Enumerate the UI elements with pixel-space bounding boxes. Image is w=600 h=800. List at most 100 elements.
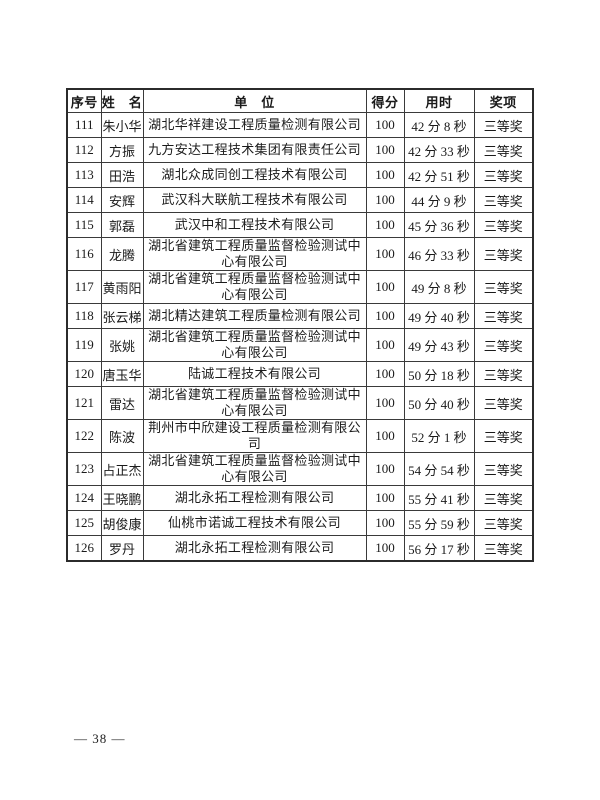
name-cell: 占正杰	[100, 452, 144, 486]
table-row: 117 黄雨阳 湖北省建筑工程质量监督检验测试中心有限公司 100 49 分 8…	[66, 270, 534, 304]
serial-cell: 118	[66, 303, 102, 329]
name-cell: 田浩	[100, 162, 144, 188]
serial-cell: 119	[66, 328, 102, 362]
serial-cell: 116	[66, 237, 102, 271]
score-cell: 100	[365, 137, 405, 163]
name-cell: 张云梯	[100, 303, 144, 329]
unit-cell: 九方安达工程技术集团有限责任公司	[142, 137, 367, 163]
table-row: 125 胡俊康 仙桃市诺诚工程技术有限公司 100 55 分 59 秒 三等奖	[66, 510, 534, 536]
unit-cell: 湖北省建筑工程质量监督检验测试中心有限公司	[142, 386, 367, 420]
unit-cell: 陆诚工程技术有限公司	[142, 361, 367, 387]
serial-cell: 122	[66, 419, 102, 453]
unit-cell: 武汉中和工程技术有限公司	[142, 212, 367, 238]
name-cell: 陈波	[100, 419, 144, 453]
time-cell: 49 分 40 秒	[403, 303, 475, 329]
unit-cell: 湖北精达建筑工程质量检测有限公司	[142, 303, 367, 329]
unit-cell: 湖北省建筑工程质量监督检验测试中心有限公司	[142, 237, 367, 271]
header-unit: 单 位	[142, 88, 367, 113]
table-header: 序号 姓 名 单 位 得分 用时 奖项	[66, 88, 534, 113]
name-cell: 安辉	[100, 187, 144, 213]
award-cell: 三等奖	[473, 112, 534, 138]
score-cell: 100	[365, 452, 405, 486]
header-name: 姓 名	[100, 88, 144, 113]
score-cell: 100	[365, 510, 405, 536]
table-row: 111 朱小华 湖北华祥建设工程质量检测有限公司 100 42 分 8 秒 三等…	[66, 112, 534, 138]
table-row: 119 张姚 湖北省建筑工程质量监督检验测试中心有限公司 100 49 分 43…	[66, 328, 534, 362]
name-cell: 郭磊	[100, 212, 144, 238]
score-cell: 100	[365, 419, 405, 453]
award-cell: 三等奖	[473, 386, 534, 420]
award-cell: 三等奖	[473, 162, 534, 188]
time-cell: 54 分 54 秒	[403, 452, 475, 486]
table-row: 121 雷达 湖北省建筑工程质量监督检验测试中心有限公司 100 50 分 40…	[66, 386, 534, 420]
table-row: 122 陈波 荆州市中欣建设工程质量检测有限公司 100 52 分 1 秒 三等…	[66, 419, 534, 453]
award-cell: 三等奖	[473, 328, 534, 362]
time-cell: 42 分 33 秒	[403, 137, 475, 163]
serial-cell: 114	[66, 187, 102, 213]
time-cell: 52 分 1 秒	[403, 419, 475, 453]
score-cell: 100	[365, 112, 405, 138]
time-cell: 42 分 8 秒	[403, 112, 475, 138]
award-cell: 三等奖	[473, 187, 534, 213]
time-cell: 56 分 17 秒	[403, 535, 475, 562]
score-cell: 100	[365, 328, 405, 362]
serial-cell: 125	[66, 510, 102, 536]
unit-cell: 湖北永拓工程检测有限公司	[142, 535, 367, 562]
serial-cell: 112	[66, 137, 102, 163]
serial-cell: 124	[66, 485, 102, 511]
name-cell: 方振	[100, 137, 144, 163]
name-cell: 唐玉华	[100, 361, 144, 387]
name-cell: 胡俊康	[100, 510, 144, 536]
unit-cell: 湖北省建筑工程质量监督检验测试中心有限公司	[142, 270, 367, 304]
serial-cell: 113	[66, 162, 102, 188]
table-row: 114 安辉 武汉科大联航工程技术有限公司 100 44 分 9 秒 三等奖	[66, 187, 534, 213]
award-cell: 三等奖	[473, 137, 534, 163]
award-cell: 三等奖	[473, 510, 534, 536]
table-row: 113 田浩 湖北众成同创工程技术有限公司 100 42 分 51 秒 三等奖	[66, 162, 534, 188]
unit-cell: 武汉科大联航工程技术有限公司	[142, 187, 367, 213]
serial-cell: 117	[66, 270, 102, 304]
table-row: 120 唐玉华 陆诚工程技术有限公司 100 50 分 18 秒 三等奖	[66, 361, 534, 387]
header-award: 奖项	[473, 88, 534, 113]
time-cell: 49 分 8 秒	[403, 270, 475, 304]
header-serial: 序号	[66, 88, 102, 113]
unit-cell: 仙桃市诺诚工程技术有限公司	[142, 510, 367, 536]
unit-cell: 荆州市中欣建设工程质量检测有限公司	[142, 419, 367, 453]
time-cell: 45 分 36 秒	[403, 212, 475, 238]
unit-cell: 湖北省建筑工程质量监督检验测试中心有限公司	[142, 328, 367, 362]
name-cell: 龙腾	[100, 237, 144, 271]
award-cell: 三等奖	[473, 361, 534, 387]
serial-cell: 123	[66, 452, 102, 486]
time-cell: 44 分 9 秒	[403, 187, 475, 213]
name-cell: 王晓鹏	[100, 485, 144, 511]
score-cell: 100	[365, 535, 405, 562]
table-row: 124 王晓鹏 湖北永拓工程检测有限公司 100 55 分 41 秒 三等奖	[66, 485, 534, 511]
serial-cell: 111	[66, 112, 102, 138]
score-cell: 100	[365, 303, 405, 329]
name-cell: 张姚	[100, 328, 144, 362]
score-cell: 100	[365, 270, 405, 304]
award-results-table: 序号 姓 名 单 位 得分 用时 奖项 111 朱小华 湖北华祥建设工程质量检测…	[66, 88, 534, 562]
time-cell: 42 分 51 秒	[403, 162, 475, 188]
table-row: 126 罗丹 湖北永拓工程检测有限公司 100 56 分 17 秒 三等奖	[66, 535, 534, 562]
score-cell: 100	[365, 162, 405, 188]
award-cell: 三等奖	[473, 212, 534, 238]
header-time: 用时	[403, 88, 475, 113]
serial-cell: 120	[66, 361, 102, 387]
name-cell: 黄雨阳	[100, 270, 144, 304]
score-cell: 100	[365, 485, 405, 511]
serial-cell: 115	[66, 212, 102, 238]
award-cell: 三等奖	[473, 303, 534, 329]
award-cell: 三等奖	[473, 419, 534, 453]
table-body: 111 朱小华 湖北华祥建设工程质量检测有限公司 100 42 分 8 秒 三等…	[66, 112, 534, 562]
time-cell: 50 分 40 秒	[403, 386, 475, 420]
name-cell: 雷达	[100, 386, 144, 420]
score-cell: 100	[365, 187, 405, 213]
table-row: 123 占正杰 湖北省建筑工程质量监督检验测试中心有限公司 100 54 分 5…	[66, 452, 534, 486]
table-row: 116 龙腾 湖北省建筑工程质量监督检验测试中心有限公司 100 46 分 33…	[66, 237, 534, 271]
header-row: 序号 姓 名 单 位 得分 用时 奖项	[66, 88, 534, 113]
award-cell: 三等奖	[473, 535, 534, 562]
unit-cell: 湖北众成同创工程技术有限公司	[142, 162, 367, 188]
award-cell: 三等奖	[473, 237, 534, 271]
